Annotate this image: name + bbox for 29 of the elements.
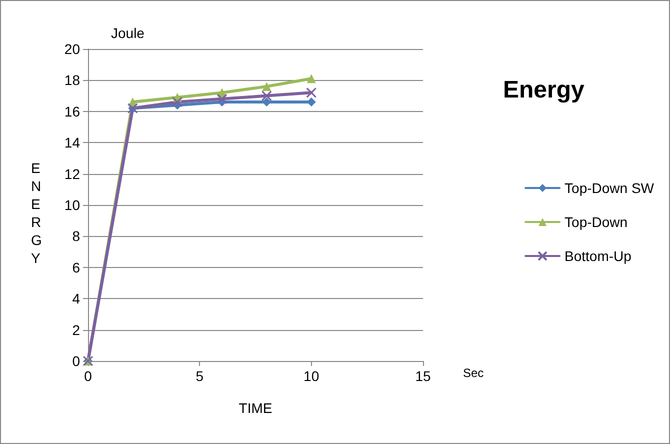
y-tick-label: 12 bbox=[64, 166, 80, 182]
point bbox=[216, 94, 228, 104]
y-tick-label: 4 bbox=[72, 290, 80, 307]
text: Joule bbox=[111, 25, 145, 41]
y-tick-label: 10 bbox=[64, 197, 80, 213]
y-tick-label: 14 bbox=[64, 134, 80, 151]
legend-label: Top-Down SW bbox=[564, 180, 655, 196]
x-tick-label: 5 bbox=[196, 368, 204, 384]
y-tick-label: 6 bbox=[72, 259, 80, 276]
x-tick-label: 15 bbox=[415, 368, 431, 384]
legend-label: Bottom-Up bbox=[564, 248, 632, 264]
legend-label: Top-Down bbox=[564, 214, 628, 230]
y-tick-label: 2 bbox=[72, 322, 80, 338]
y-tick-label: 8 bbox=[72, 228, 80, 244]
x-axis-title: TIME bbox=[238, 400, 272, 416]
point bbox=[172, 96, 183, 108]
x-tick-label: 0 bbox=[84, 368, 92, 384]
x-tick-label: 10 bbox=[304, 368, 320, 384]
y-tick-label: 16 bbox=[64, 103, 80, 120]
y-tick-label: 20 bbox=[64, 41, 80, 57]
point bbox=[306, 87, 317, 98]
point bbox=[262, 82, 272, 91]
point bbox=[261, 90, 272, 102]
y-axis-title: ENERGY bbox=[31, 160, 42, 266]
y-tick-label: 0 bbox=[72, 353, 80, 369]
y-tick-label: 18 bbox=[64, 72, 80, 88]
point bbox=[306, 74, 316, 84]
text: Sec bbox=[463, 366, 484, 380]
text: Energy bbox=[503, 76, 586, 104]
